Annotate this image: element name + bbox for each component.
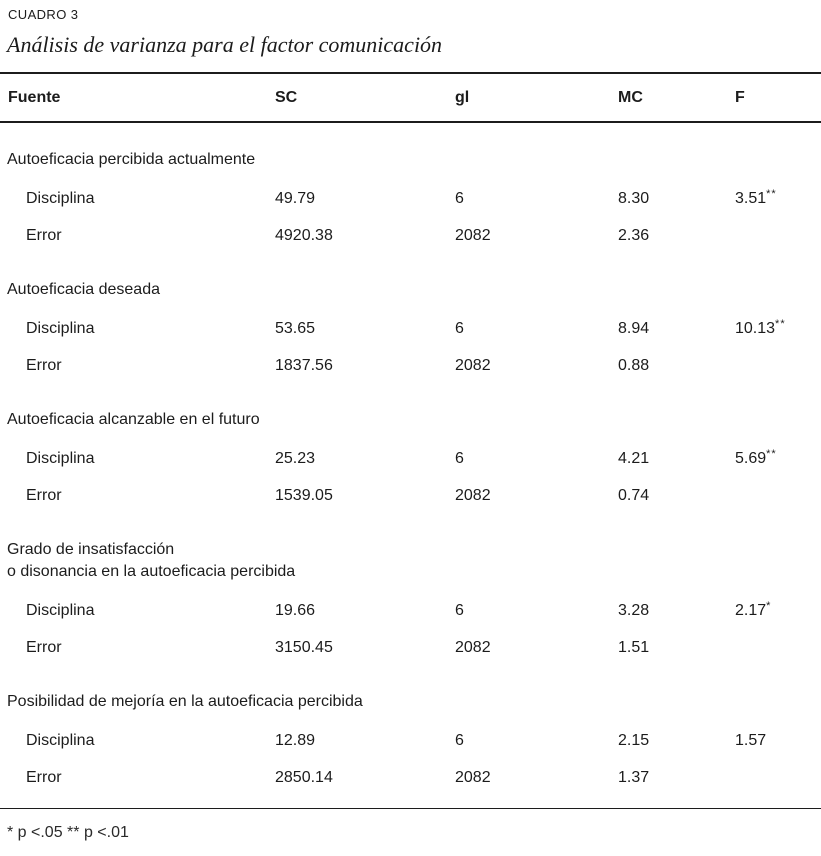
cell-f	[735, 486, 821, 505]
cell-gl: 6	[455, 190, 464, 207]
table-row: Disciplina 12.89 6 2.15 1.57	[0, 731, 821, 750]
significance-marker: **	[775, 318, 786, 330]
bottom-rule	[0, 808, 821, 809]
cell-mc: 1.37	[618, 769, 650, 786]
cell-gl: 2082	[455, 487, 491, 504]
cell-fuente: Error	[26, 639, 62, 656]
table-row: Disciplina 53.65 6 8.94 10.13**	[0, 319, 821, 338]
cell-f	[735, 356, 821, 375]
table-label: CUADRO 3	[8, 7, 79, 22]
anova-section: Autoeficacia deseada Disciplina 53.65 6 …	[0, 279, 821, 375]
cell-sc: 12.89	[275, 732, 316, 749]
significance-footnote: * p <.05 ** p <.01	[7, 824, 129, 841]
top-rule	[0, 72, 821, 74]
cell-f	[735, 768, 821, 787]
section-title: Autoeficacia percibida actualmente	[7, 151, 256, 168]
cell-mc: 2.15	[618, 732, 650, 749]
cell-mc: 2.36	[618, 227, 650, 244]
cell-f: 10.13**	[735, 318, 786, 338]
cell-fuente: Disciplina	[26, 320, 95, 337]
cell-mc: 0.88	[618, 357, 650, 374]
significance-marker: **	[766, 188, 777, 200]
anova-section: Autoeficacia alcanzable en el futuro Dis…	[0, 409, 821, 505]
section-title: Posibilidad de mejoría en la autoeficaci…	[7, 693, 363, 710]
column-header-gl: gl	[455, 88, 470, 106]
cell-mc: 8.94	[618, 320, 650, 337]
cell-f	[735, 226, 821, 245]
cell-sc: 1539.05	[275, 487, 333, 504]
cell-f: 3.51**	[735, 188, 777, 208]
cell-fuente: Error	[26, 769, 62, 786]
cell-gl: 2082	[455, 227, 491, 244]
table-row: Disciplina 19.66 6 3.28 2.17*	[0, 601, 821, 620]
cell-f: 1.57	[735, 732, 767, 749]
cell-fuente: Error	[26, 487, 62, 504]
cell-sc: 49.79	[275, 190, 316, 207]
cell-mc: 8.30	[618, 190, 650, 207]
cell-sc: 25.23	[275, 450, 316, 467]
cell-sc: 19.66	[275, 602, 316, 619]
column-header-mc: MC	[618, 88, 643, 106]
cell-fuente: Disciplina	[26, 190, 95, 207]
column-header-sc: SC	[275, 88, 298, 106]
cell-sc: 3150.45	[275, 639, 333, 656]
cell-gl: 2082	[455, 639, 491, 656]
column-header-row: Fuente SC gl MC F	[0, 74, 821, 123]
cell-f: 2.17*	[735, 600, 772, 620]
table-row: Error 2850.14 2082 1.37	[0, 768, 821, 787]
cell-f	[735, 638, 821, 657]
cell-sc: 1837.56	[275, 357, 333, 374]
cell-gl: 6	[455, 450, 464, 467]
anova-section: Autoeficacia percibida actualmente Disci…	[0, 149, 821, 245]
cell-mc: 4.21	[618, 450, 650, 467]
table-row: Disciplina 49.79 6 8.30 3.51**	[0, 189, 821, 208]
cell-sc: 53.65	[275, 320, 316, 337]
cell-gl: 6	[455, 732, 464, 749]
cell-f: 5.69**	[735, 448, 777, 468]
cell-gl: 2082	[455, 769, 491, 786]
cell-gl: 6	[455, 602, 464, 619]
cell-gl: 6	[455, 320, 464, 337]
cell-sc: 2850.14	[275, 769, 333, 786]
table-row: Error 4920.38 2082 2.36	[0, 226, 821, 245]
anova-section: Posibilidad de mejoría en la autoeficaci…	[0, 691, 821, 787]
section-title: Autoeficacia deseada	[7, 281, 160, 298]
cell-gl: 2082	[455, 357, 491, 374]
cell-fuente: Disciplina	[26, 602, 95, 619]
table-title: Análisis de varianza para el factor comu…	[7, 32, 443, 57]
table-row: Error 1837.56 2082 0.88	[0, 356, 821, 375]
cell-fuente: Disciplina	[26, 732, 95, 749]
table-row: Disciplina 25.23 6 4.21 5.69**	[0, 449, 821, 468]
cell-fuente: Error	[26, 357, 62, 374]
cell-fuente: Disciplina	[26, 450, 95, 467]
table-body: Autoeficacia percibida actualmente Disci…	[0, 149, 821, 787]
table-row: Error 1539.05 2082 0.74	[0, 486, 821, 505]
table-row: Error 3150.45 2082 1.51	[0, 638, 821, 657]
significance-marker: **	[766, 448, 777, 460]
cell-sc: 4920.38	[275, 227, 333, 244]
significance-marker: *	[766, 600, 772, 612]
cell-fuente: Error	[26, 227, 62, 244]
anova-section: Grado de insatisfacción o disonancia en …	[0, 539, 821, 657]
cell-mc: 3.28	[618, 602, 650, 619]
column-header-f: F	[735, 88, 745, 106]
section-title: Grado de insatisfacción o disonancia en …	[7, 541, 296, 580]
cell-mc: 0.74	[618, 487, 650, 504]
cell-mc: 1.51	[618, 639, 650, 656]
column-header-fuente: Fuente	[8, 88, 61, 106]
section-title: Autoeficacia alcanzable en el futuro	[7, 411, 260, 428]
